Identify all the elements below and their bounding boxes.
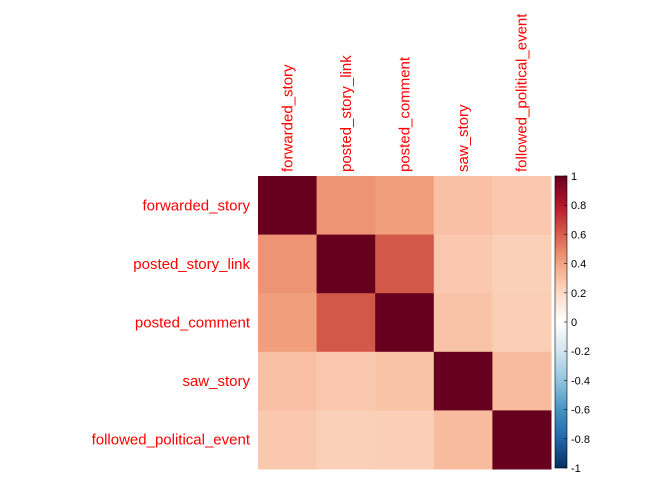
row-label-posted_comment: posted_comment [135, 315, 251, 332]
heatmap-cell-posted_comment-saw_story [433, 293, 493, 353]
legend-tick-label: 0.4 [571, 259, 586, 271]
heatmap-cell-posted_comment-posted_story_link [316, 293, 376, 353]
column-labels: forwarded_story posted_story_link posted_c… [279, 13, 530, 172]
heatmap-cell-forwarded_story-followed_political_event [492, 176, 552, 236]
heatmap-cell-followed_political_event-followed_political_event [492, 410, 552, 470]
heatmap-cell-posted_story_link-posted_story_link [316, 234, 376, 294]
heatmap-cell-saw_story-posted_comment [375, 351, 435, 411]
legend-tick-label: -0.8 [571, 434, 590, 446]
heatmap-cell-forwarded_story-forwarded_story [258, 176, 318, 236]
heatmap-cell-saw_story-followed_political_event [492, 351, 552, 411]
legend-tick-label: -0.4 [571, 375, 590, 387]
legend-tick-label: -1 [571, 463, 581, 475]
row-label-posted_story_link: posted_story_link [133, 256, 250, 273]
row-label-saw_story: saw_story [182, 373, 250, 390]
column-label-posted_comment: posted_comment [397, 56, 414, 172]
heatmap-cell-posted_story_link-saw_story [433, 234, 493, 294]
legend-tick-label: -0.6 [571, 405, 590, 417]
heatmap-cells [258, 176, 552, 470]
legend-tick-label: -0.2 [571, 346, 590, 358]
column-label-posted_story_link: posted_story_link [338, 55, 355, 172]
heatmap-cell-followed_political_event-posted_comment [375, 410, 435, 470]
heatmap-cell-saw_story-posted_story_link [316, 351, 376, 411]
heatmap-cell-posted_story_link-posted_comment [375, 234, 435, 294]
heatmap-cell-followed_political_event-forwarded_story [258, 410, 318, 470]
legend-tick-label: 0.8 [571, 200, 586, 212]
row-label-followed_political_event: followed_political_event [92, 432, 251, 449]
heatmap-cell-forwarded_story-saw_story [433, 176, 493, 236]
heatmap-cell-forwarded_story-posted_comment [375, 176, 435, 236]
row-label-forwarded_story: forwarded_story [142, 197, 250, 214]
legend-tick-label: 0.6 [571, 229, 586, 241]
row-labels: forwarded_story posted_story_link posted_c… [92, 197, 251, 448]
color-legend: 1 0.8 0.6 0.4 0.2 0 -0.2 -0.4 -0.6 -0.8 -1 [554, 171, 590, 475]
heatmap-cell-posted_comment-followed_political_event [492, 293, 552, 353]
legend-tick-label: 0.2 [571, 288, 586, 300]
column-label-saw_story: saw_story [455, 104, 472, 172]
heatmap-cell-posted_comment-posted_comment [375, 293, 435, 353]
heatmap-cell-saw_story-forwarded_story [258, 351, 318, 411]
legend-tick-label: 1 [571, 171, 577, 183]
heatmap-cell-forwarded_story-posted_story_link [316, 176, 376, 236]
legend-tick-label: 0 [571, 317, 577, 329]
column-label-forwarded_story: forwarded_story [279, 64, 296, 172]
heatmap-cell-posted_story_link-followed_political_event [492, 234, 552, 294]
heatmap-cell-posted_story_link-forwarded_story [258, 234, 318, 294]
heatmap-cell-followed_political_event-posted_story_link [316, 410, 376, 470]
heatmap-cell-posted_comment-forwarded_story [258, 293, 318, 353]
heatmap-cell-followed_political_event-saw_story [433, 410, 493, 470]
column-label-followed_political_event: followed_political_event [514, 13, 531, 172]
heatmap-cell-saw_story-saw_story [433, 351, 493, 411]
